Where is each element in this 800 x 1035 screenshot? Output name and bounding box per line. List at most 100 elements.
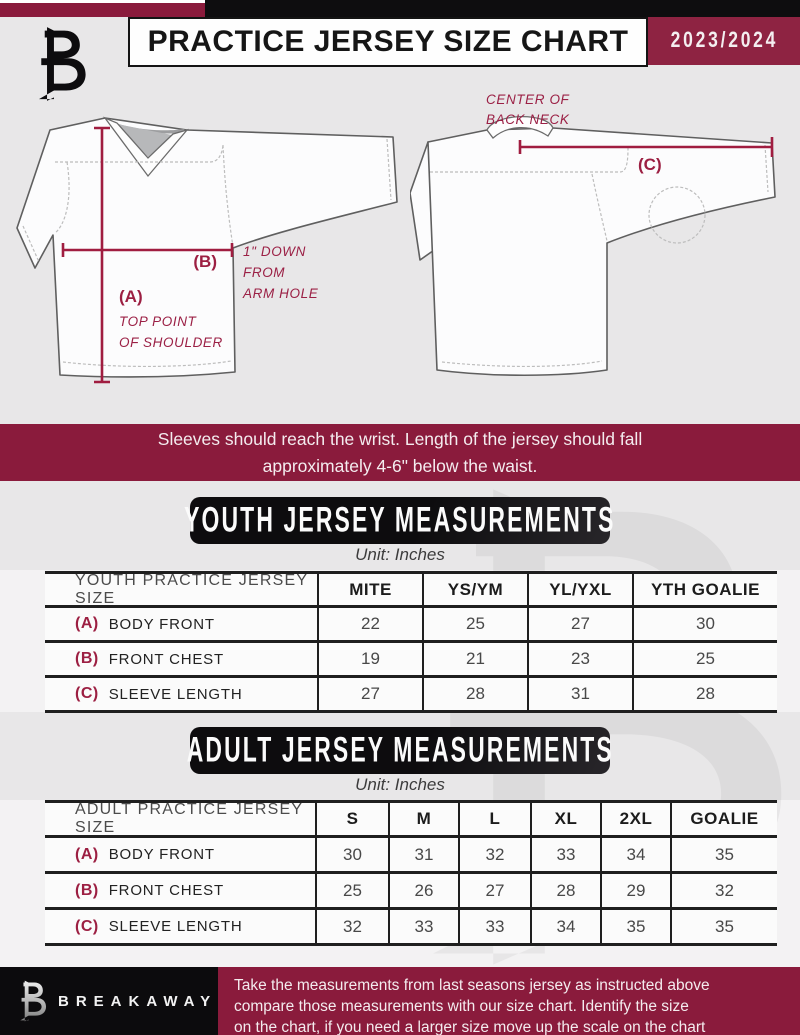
- footer-logo-mark: [20, 980, 47, 1022]
- table-cell: 21: [422, 643, 527, 678]
- adult-unit-label: Unit: Inches: [355, 775, 445, 794]
- table-cell: 28: [422, 678, 527, 713]
- back-collar: [486, 115, 554, 139]
- footer-instructions-text: Take the measurements from last seasons …: [234, 977, 710, 1035]
- youth-col-mite: MITE: [317, 571, 422, 608]
- youth-row-b-label: (B) FRONT CHEST: [45, 643, 317, 678]
- youth-row-c-label: (C) SLEEVE LENGTH: [45, 678, 317, 713]
- back-hem-stitch: [441, 360, 603, 368]
- table-cell: 19: [317, 643, 422, 678]
- front-vneck-collar: [103, 116, 189, 178]
- table-cell: 34: [600, 838, 670, 874]
- adult-col-l: L: [458, 800, 530, 838]
- top-black-strip: [205, 0, 800, 17]
- back-jersey-body: [427, 127, 776, 377]
- table-cell: 28: [530, 874, 600, 910]
- jersey-back-diagram: (C) CENTER OF BACK NECK: [410, 92, 776, 377]
- back-yoke-stitch: [430, 147, 629, 173]
- table-cell: 22: [317, 608, 422, 643]
- table-cell: 31: [527, 678, 632, 713]
- measurement-line-c: [518, 137, 774, 157]
- table-cell: 23: [527, 643, 632, 678]
- table-cell: 35: [600, 910, 670, 946]
- fit-note-text: Sleeves should reach the wrist. Length o…: [157, 429, 643, 476]
- season-label: 2023/2024: [670, 28, 778, 53]
- youth-unit-label: Unit: Inches: [355, 545, 445, 564]
- youth-col-ysym: YS/YM: [422, 571, 527, 608]
- footer-brand-box: BREAKAWAY: [0, 967, 218, 1035]
- adult-heading: ADULT JERSEY MEASUREMENTS: [186, 730, 614, 770]
- page-title: PRACTICE JERSEY SIZE CHART: [147, 25, 629, 58]
- breakaway-footer-logo-icon: [20, 980, 47, 1022]
- adult-row-a-label: (A) BODY FRONT: [45, 838, 315, 874]
- youth-col-ylyxl: YL/YXL: [527, 571, 632, 608]
- front-armhole-stitch-left: [54, 161, 70, 234]
- adult-heading-pill: ADULT JERSEY MEASUREMENTS: [186, 727, 611, 774]
- table-cell: 32: [315, 910, 388, 946]
- front-cuff-stitch: [386, 138, 392, 201]
- table-cell: 33: [388, 910, 458, 946]
- breakaway-logo-mark: [38, 27, 86, 101]
- note-b-line2: FROM: [243, 265, 285, 280]
- table-cell: 27: [317, 678, 422, 713]
- table-cell: 28: [632, 678, 777, 713]
- youth-row-a-label: (A) BODY FRONT: [45, 608, 317, 643]
- label-a: (A): [119, 287, 143, 306]
- table-cell: 26: [388, 874, 458, 910]
- youth-heading: YOUTH JERSEY MEASUREMENTS: [184, 500, 616, 540]
- title-box: PRACTICE JERSEY SIZE CHART: [128, 17, 648, 67]
- measurement-line-a: [94, 126, 110, 384]
- table-cell: 25: [632, 643, 777, 678]
- front-left-cuff-stitch: [22, 225, 40, 263]
- table-cell: 34: [530, 910, 600, 946]
- footer-brand-name: BREAKAWAY: [58, 992, 218, 1010]
- adult-row-c-label: (C) SLEEVE LENGTH: [45, 910, 315, 946]
- adult-col-2xl: 2XL: [600, 800, 670, 838]
- back-elbow-stitch-circle: [648, 186, 706, 244]
- adult-row-b-label: (B) FRONT CHEST: [45, 874, 315, 910]
- note-a-line2: OF SHOULDER: [119, 335, 223, 350]
- youth-size-header-cell: YOUTH PRACTICE JERSEY SIZE: [45, 571, 317, 608]
- table-cell: 30: [632, 608, 777, 643]
- front-neck-inner: [117, 124, 172, 157]
- youth-heading-pill: YOUTH JERSEY MEASUREMENTS: [184, 497, 614, 544]
- note-b-line3: ARM HOLE: [242, 286, 319, 301]
- footer-instructions-box: Take the measurements from last seasons …: [218, 967, 800, 1035]
- table-cell: 25: [315, 874, 388, 910]
- back-cuff-stitch: [764, 144, 769, 193]
- table-cell: 25: [422, 608, 527, 643]
- table-cell: 27: [527, 608, 632, 643]
- youth-col-goalie: YTH GOALIE: [632, 571, 777, 608]
- back-armhole-stitch: [591, 173, 608, 242]
- measurement-line-b: [61, 243, 234, 257]
- top-maroon-strip: [0, 3, 205, 17]
- adult-col-m: M: [388, 800, 458, 838]
- table-cell: 29: [600, 874, 670, 910]
- adult-size-header-cell: ADULT PRACTICE JERSEY SIZE: [45, 800, 315, 838]
- adult-col-goalie: GOALIE: [670, 800, 777, 838]
- note-c-line1: CENTER OF: [486, 92, 570, 107]
- table-cell: 32: [458, 838, 530, 874]
- breakaway-logo-icon: [38, 27, 86, 101]
- table-cell: 31: [388, 838, 458, 874]
- table-cell: 30: [315, 838, 388, 874]
- table-cell: 32: [670, 874, 777, 910]
- note-c-line2: BACK NECK: [486, 112, 570, 127]
- adult-col-xl: XL: [530, 800, 600, 838]
- label-b: (B): [193, 252, 217, 271]
- table-cell: 33: [530, 838, 600, 874]
- adult-size-table: ADULT PRACTICE JERSEY SIZE S M L XL 2XL …: [45, 800, 777, 946]
- front-hem-stitch: [62, 360, 232, 368]
- table-cell: 33: [458, 910, 530, 946]
- front-jersey-body: [16, 117, 398, 378]
- label-c: (C): [638, 155, 662, 174]
- youth-size-table: YOUTH PRACTICE JERSEY SIZE MITE YS/YM YL…: [45, 571, 777, 713]
- jersey-front-diagram: (B) 1" DOWN FROM ARM HOLE (A) TOP POINT …: [16, 116, 398, 384]
- adult-col-s: S: [315, 800, 388, 838]
- table-cell: 27: [458, 874, 530, 910]
- front-armhole-stitch-right: [222, 144, 234, 248]
- note-b-line1: 1" DOWN: [243, 244, 306, 259]
- note-a-line1: TOP POINT: [119, 314, 198, 329]
- fit-note-banner: Sleeves should reach the wrist. Length o…: [0, 424, 800, 481]
